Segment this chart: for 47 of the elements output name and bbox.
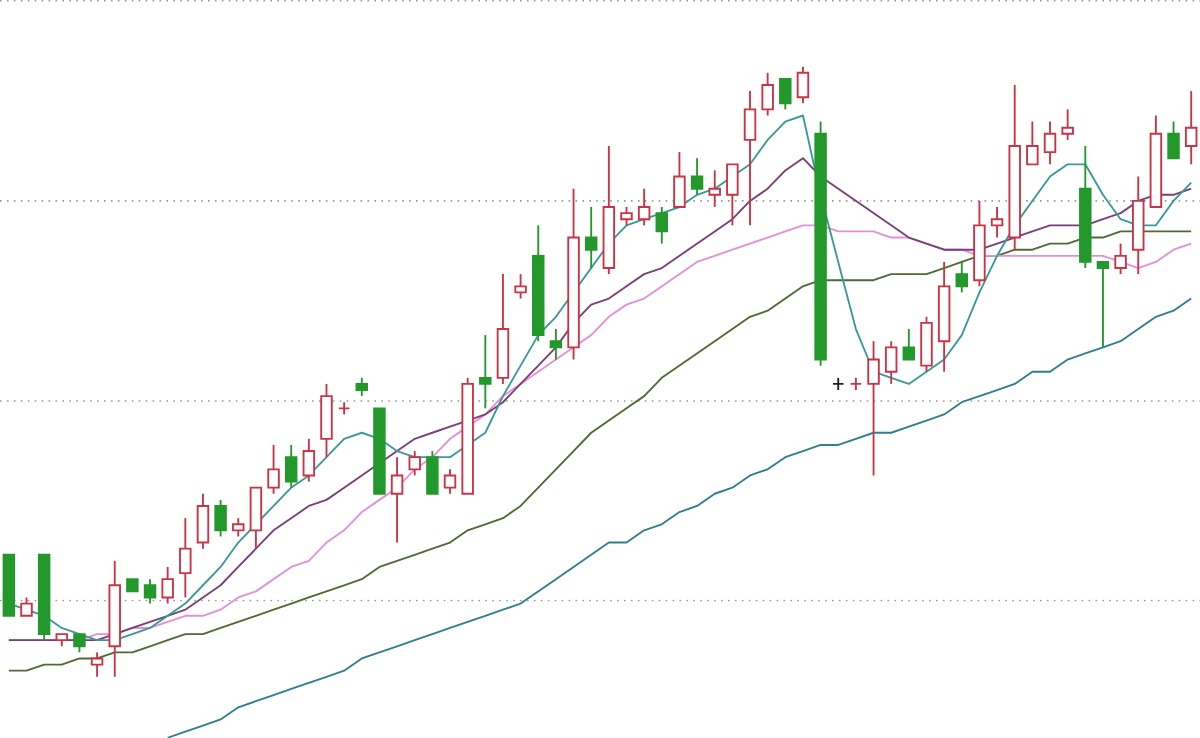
candlestick — [1026, 120, 1039, 165]
candlestick — [637, 187, 651, 226]
candlestick — [761, 71, 774, 117]
candlestick — [232, 516, 245, 538]
candlestick — [514, 272, 527, 300]
candlestick — [655, 205, 669, 245]
candlestick — [990, 205, 1004, 239]
candlestick — [284, 443, 298, 489]
candlestick — [708, 169, 721, 208]
candlestick — [779, 77, 792, 110]
candlestick — [549, 327, 563, 361]
candlestick — [196, 492, 210, 550]
candlestick — [443, 468, 457, 495]
candlestick — [320, 382, 333, 458]
candlestick — [143, 577, 157, 605]
candlestick — [620, 205, 633, 226]
candlestick — [179, 516, 192, 599]
candlestick — [1114, 242, 1127, 275]
candlestick — [867, 339, 880, 477]
candlestick — [690, 156, 704, 196]
candlestick — [1096, 260, 1110, 348]
candlestick — [249, 486, 263, 550]
candlestick — [584, 205, 598, 269]
candlestick — [426, 449, 439, 495]
candlestick — [920, 315, 933, 373]
candlestick — [1184, 89, 1198, 165]
candlestick — [161, 565, 174, 605]
candlestick — [20, 596, 33, 617]
candlestick — [743, 89, 757, 226]
candlestick — [479, 333, 492, 409]
candlestick — [955, 260, 969, 294]
candlestick — [726, 163, 739, 226]
candlestick — [73, 632, 86, 653]
candlestick — [1167, 120, 1180, 159]
candlestick — [355, 376, 369, 397]
candlestick — [796, 65, 810, 104]
candlestick — [214, 498, 227, 538]
candlestick — [390, 455, 404, 544]
candlestick — [884, 339, 898, 385]
candlestick — [302, 437, 316, 483]
candlestick — [267, 443, 280, 495]
candlestick — [673, 150, 686, 208]
candlestick — [902, 327, 916, 361]
candlestick — [1043, 120, 1057, 165]
candlestick — [1061, 108, 1074, 141]
candlestick — [90, 651, 104, 678]
candlestick — [408, 449, 421, 477]
